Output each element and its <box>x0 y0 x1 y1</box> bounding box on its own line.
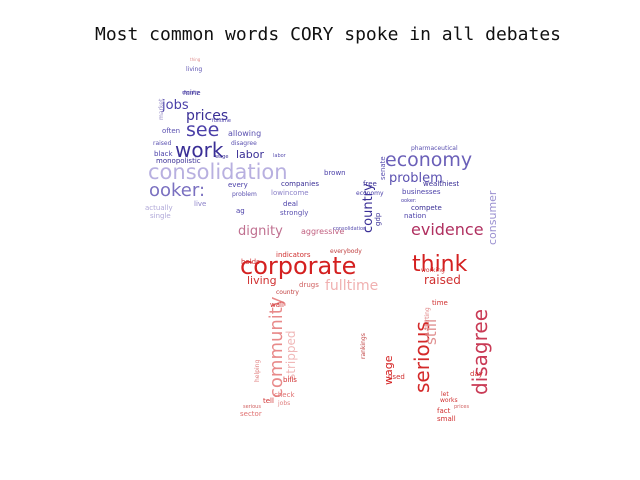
word-work: work <box>175 138 224 162</box>
word-check: check <box>274 391 295 399</box>
word-prices: prices <box>186 108 229 124</box>
word-jobs: jobs <box>278 400 291 407</box>
word-companies: companies <box>281 180 320 188</box>
word-economy: economy <box>356 190 384 197</box>
word-drugs: drugs <box>299 281 319 289</box>
word-problem: problem <box>232 191 257 198</box>
word-senate: senate <box>379 156 387 180</box>
word-economy: economy <box>385 149 473 171</box>
word-ooker: ooker: <box>401 198 417 204</box>
word-living: living <box>247 274 277 287</box>
word-hurting: hurting <box>424 307 431 329</box>
word-everybody: everybody <box>330 248 362 255</box>
word-small: small <box>437 415 456 423</box>
word-time: time <box>432 299 448 307</box>
word-sector: sector <box>240 410 262 418</box>
word-jobs: jobs <box>162 98 189 113</box>
word-nation: nation <box>404 212 427 220</box>
word-prices: prices <box>454 404 470 410</box>
word-raised: raised <box>153 140 172 147</box>
word-thing: thing <box>190 57 201 62</box>
word-dignity: dignity <box>182 90 200 96</box>
word-bills: bills <box>283 376 297 384</box>
word-wage: wage <box>215 154 229 160</box>
word-deal: deal <box>283 200 298 208</box>
word-rankings: rankings <box>360 333 367 359</box>
word-ag: ag <box>236 207 245 215</box>
word-working: working <box>421 267 445 274</box>
word-mine: mine <box>183 89 201 97</box>
word-wall: wall <box>270 301 284 309</box>
word-wealthiest: wealthiest <box>423 180 460 188</box>
word-strongly: strongly <box>280 209 309 217</box>
word-monopolistic: monopolistic <box>156 157 201 165</box>
word-labor: labor <box>236 148 265 161</box>
word-disagree: disagree <box>231 140 257 147</box>
word-allowing: allowing <box>228 129 262 138</box>
word-holds: holds <box>241 258 260 266</box>
word-businesses: businesses <box>402 188 441 196</box>
word-think: think <box>412 252 468 277</box>
word-fact: fact <box>437 407 451 415</box>
word-single: single <box>150 212 171 220</box>
word-free: free <box>363 180 377 188</box>
chart-title: Most common words CORY spoke in all deba… <box>95 24 561 45</box>
word-lowincome: lowincome <box>271 189 309 197</box>
word-market: market <box>158 98 165 120</box>
word-raised: raised <box>424 273 461 287</box>
word-gdp: gdp <box>374 212 382 226</box>
word-pharmaceutical: pharmaceutical <box>411 145 458 152</box>
word-see: see <box>186 119 220 141</box>
word-day: day <box>470 370 483 378</box>
word-problem: problem <box>389 171 443 186</box>
word-works: works <box>440 397 458 404</box>
word-stripped: stripped <box>284 330 298 380</box>
word-serious: serious <box>243 404 261 410</box>
word-indicators: indicators <box>276 251 311 259</box>
word-country: country <box>276 289 299 296</box>
word-fulltime: fulltime <box>212 118 232 124</box>
word-dignity: dignity <box>238 224 283 239</box>
word-aggressive: aggressive <box>301 227 345 236</box>
word-evidence: evidence <box>411 220 484 239</box>
word-labor: labor <box>273 153 286 159</box>
word-every: every <box>228 181 248 189</box>
word-let: let <box>441 391 449 398</box>
word-disagree: disagree <box>468 308 492 395</box>
word-used: used <box>388 373 405 381</box>
word-ooker: ooker: <box>149 180 206 201</box>
word-live: live <box>194 200 207 208</box>
word-tell: tell <box>263 397 274 405</box>
word-black: black <box>154 150 173 158</box>
word-helping: helping <box>254 359 261 382</box>
word-compete: compete <box>411 204 442 212</box>
word-consolidation: consolidation <box>148 160 288 184</box>
word-brown: brown <box>324 169 346 177</box>
word-corporate: corporate <box>240 252 357 280</box>
word-fulltime: fulltime <box>325 278 379 294</box>
word-often: often <box>162 127 181 135</box>
word-consumer: consumer <box>486 190 499 245</box>
word-actually: actually <box>145 204 173 212</box>
word-living: living <box>186 66 203 73</box>
word-consolidation: consolidation <box>333 226 367 232</box>
